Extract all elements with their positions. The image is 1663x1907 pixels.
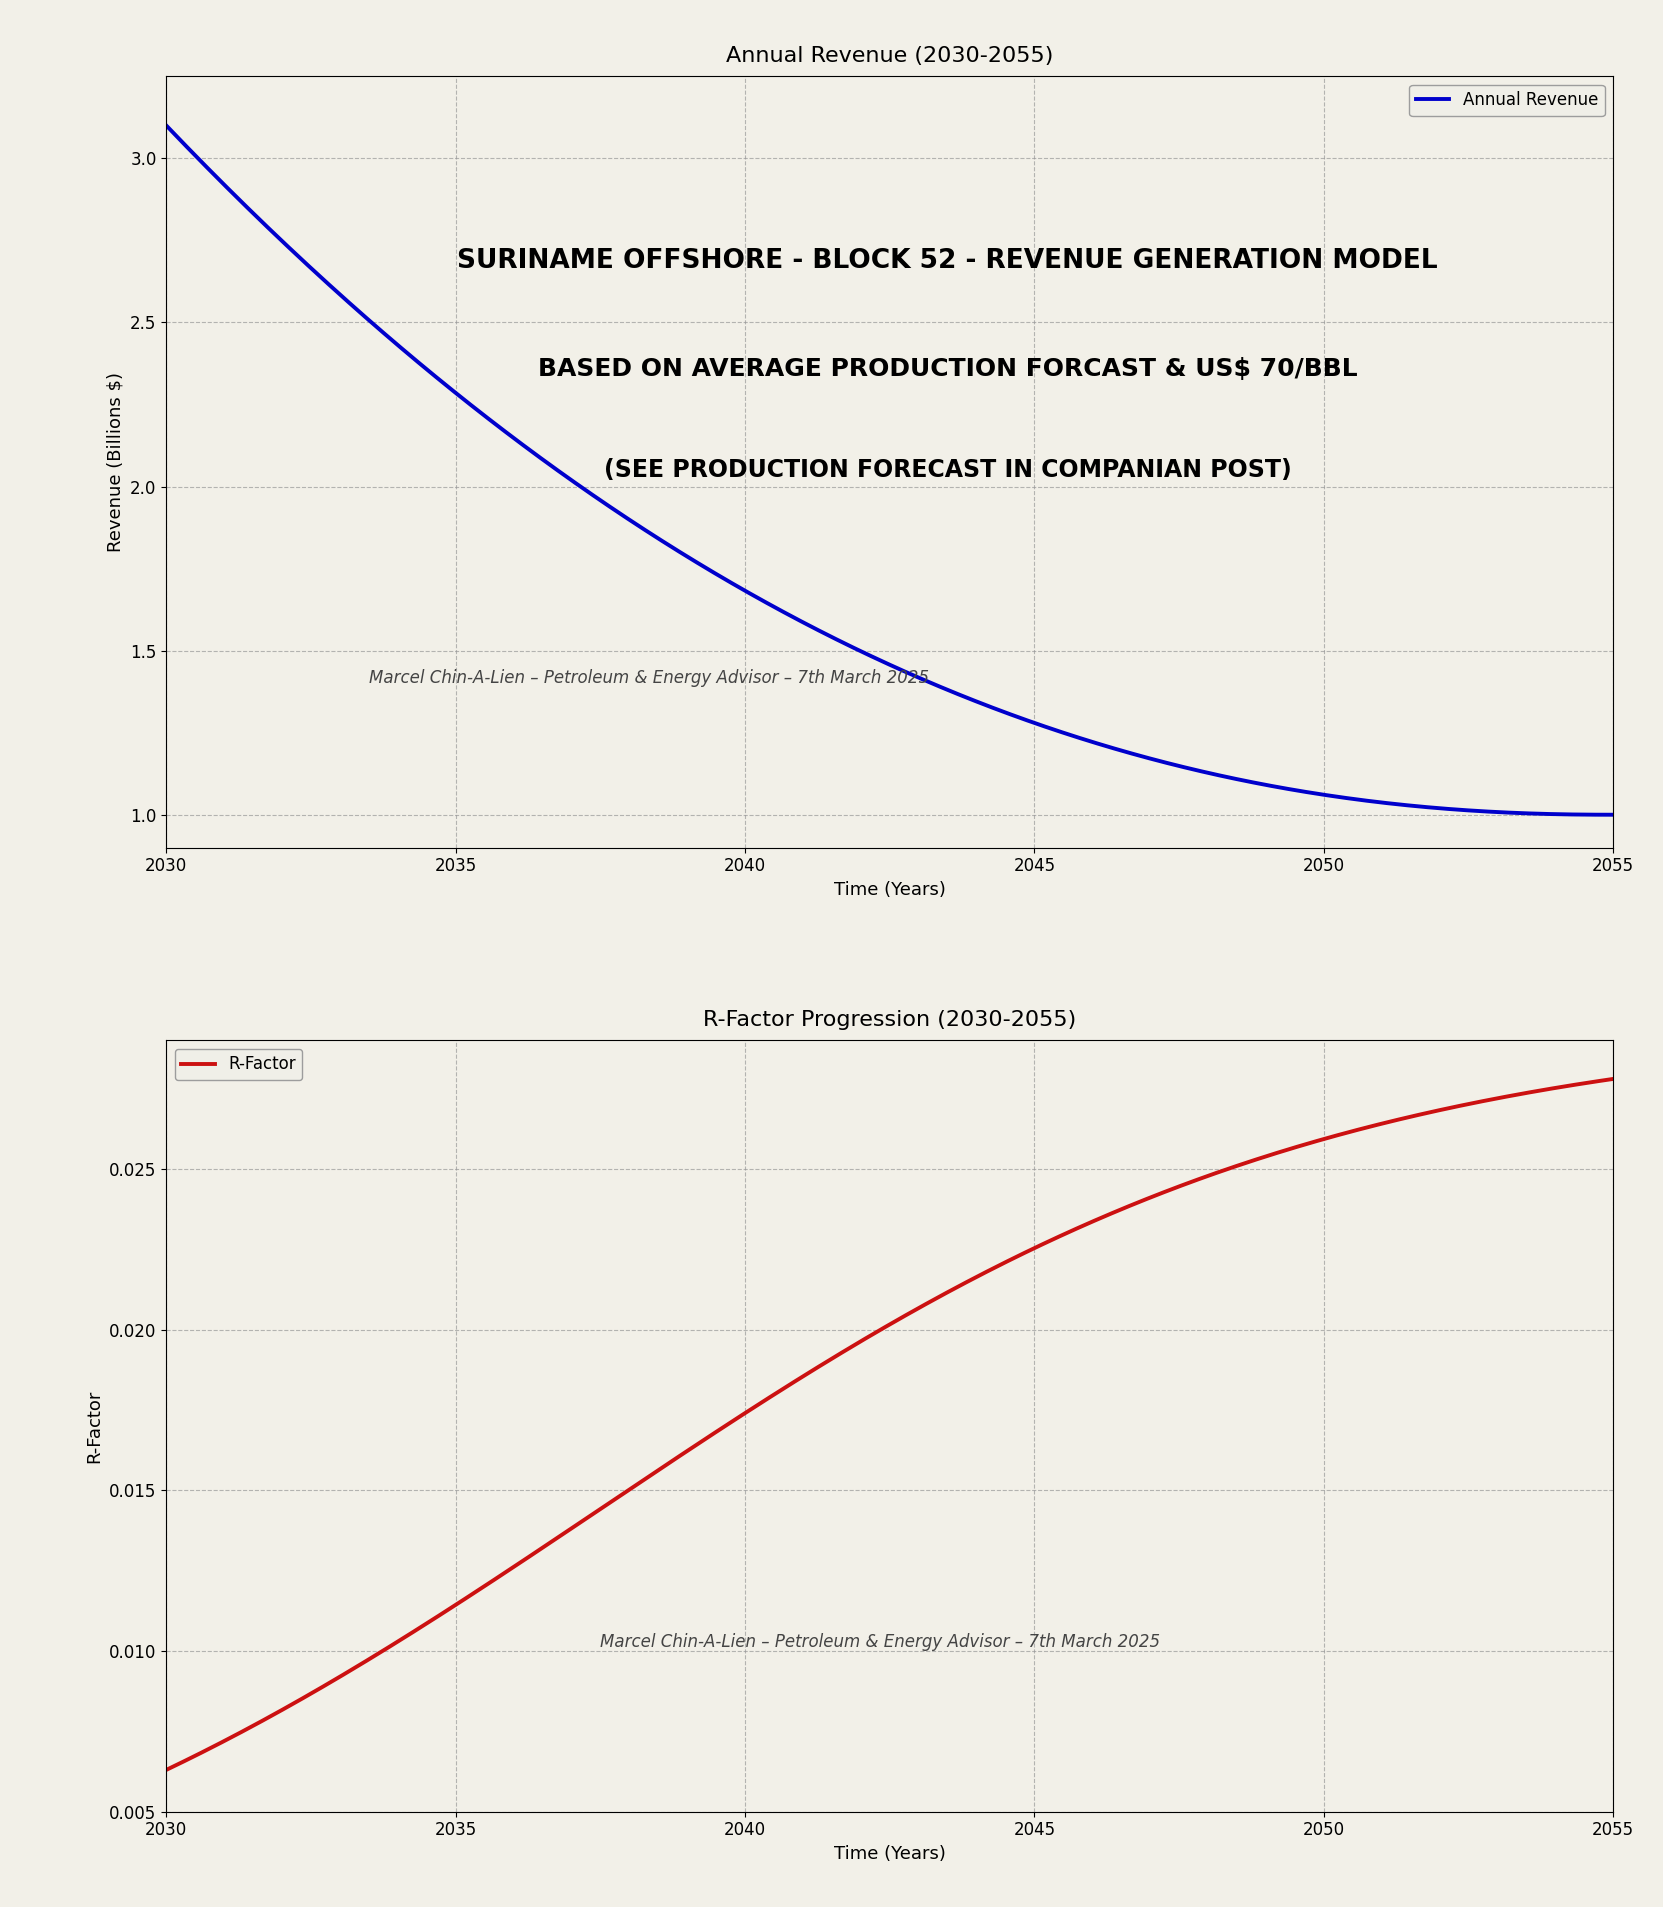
Y-axis label: R-Factor: R-Factor bbox=[86, 1390, 103, 1463]
Text: SURINAME OFFSHORE - BLOCK 52 - REVENUE GENERATION MODEL: SURINAME OFFSHORE - BLOCK 52 - REVENUE G… bbox=[457, 248, 1438, 275]
Text: (SEE PRODUCTION FORECAST IN COMPANIAN POST): (SEE PRODUCTION FORECAST IN COMPANIAN PO… bbox=[604, 458, 1292, 482]
Line: R-Factor: R-Factor bbox=[166, 1079, 1613, 1770]
Title: Annual Revenue (2030-2055): Annual Revenue (2030-2055) bbox=[727, 46, 1053, 67]
Text: Marcel Chin-A-Lien – Petroleum & Energy Advisor – 7th March 2025: Marcel Chin-A-Lien – Petroleum & Energy … bbox=[600, 1632, 1161, 1651]
Line: Annual Revenue: Annual Revenue bbox=[166, 126, 1613, 814]
Annual Revenue bbox=[1018, 709, 1038, 732]
Annual Revenue bbox=[843, 637, 863, 660]
Annual Revenue bbox=[1568, 803, 1588, 826]
Text: BASED ON AVERAGE PRODUCTION FORCAST & US$ 70/BBL: BASED ON AVERAGE PRODUCTION FORCAST & US… bbox=[537, 357, 1357, 381]
R-Factor bbox=[1568, 1074, 1588, 1097]
R-Factor bbox=[843, 1335, 863, 1358]
X-axis label: Time (Years): Time (Years) bbox=[833, 1844, 946, 1863]
Text: Marcel Chin-A-Lien – Petroleum & Energy Advisor – 7th March 2025: Marcel Chin-A-Lien – Petroleum & Energy … bbox=[369, 669, 930, 687]
Y-axis label: Revenue (Billions $): Revenue (Billions $) bbox=[106, 372, 125, 551]
Title: R-Factor Progression (2030-2055): R-Factor Progression (2030-2055) bbox=[703, 1011, 1076, 1030]
Annual Revenue bbox=[851, 641, 871, 664]
Annual Revenue bbox=[1342, 788, 1362, 810]
R-Factor bbox=[1603, 1068, 1623, 1091]
Annual Revenue bbox=[940, 679, 960, 702]
Legend: Annual Revenue: Annual Revenue bbox=[1410, 84, 1605, 116]
R-Factor bbox=[940, 1280, 960, 1302]
Legend: R-Factor: R-Factor bbox=[175, 1049, 303, 1079]
X-axis label: Time (Years): Time (Years) bbox=[833, 881, 946, 898]
R-Factor bbox=[1342, 1119, 1362, 1142]
Annual Revenue bbox=[156, 114, 176, 137]
R-Factor bbox=[1018, 1240, 1038, 1262]
R-Factor bbox=[851, 1329, 871, 1352]
Annual Revenue bbox=[1603, 803, 1623, 826]
R-Factor bbox=[156, 1758, 176, 1781]
